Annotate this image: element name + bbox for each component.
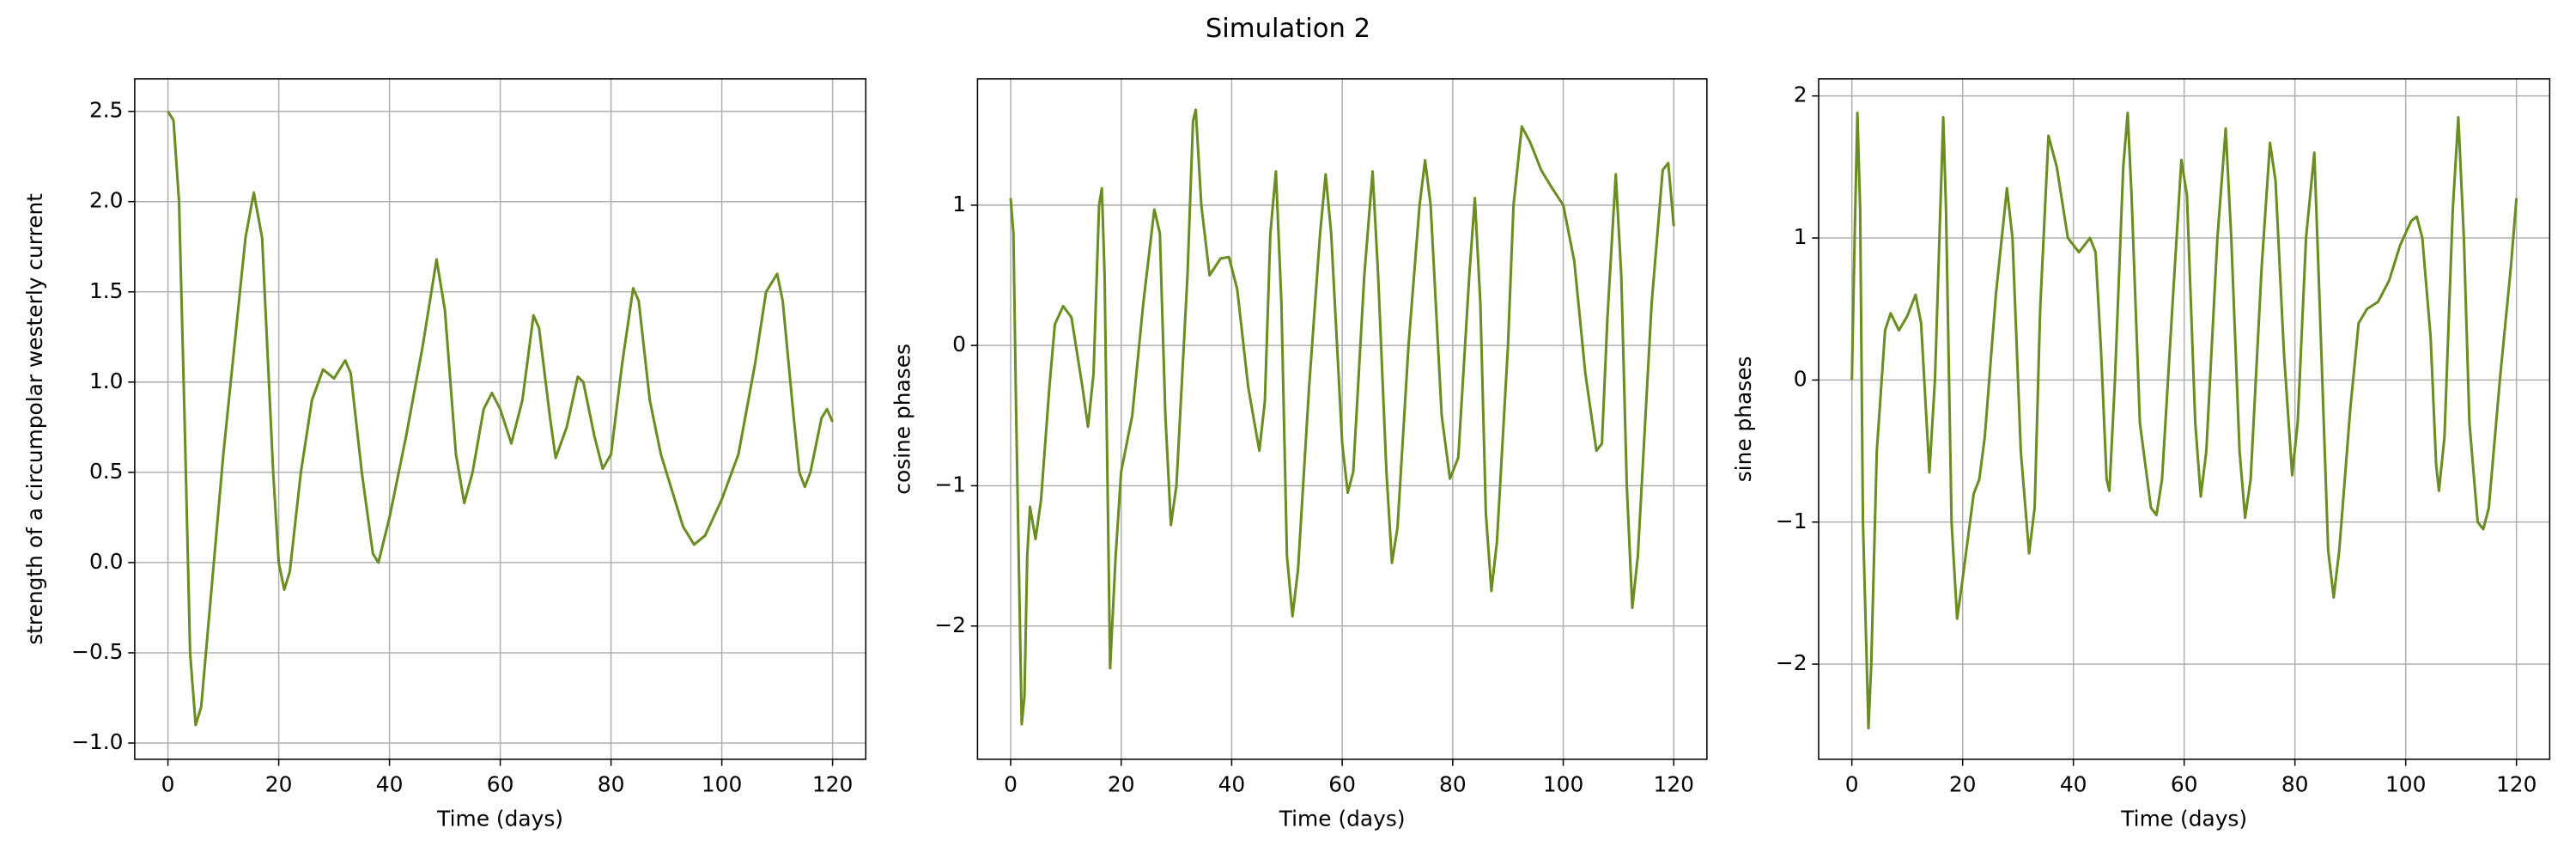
y-tick-label: 1 xyxy=(952,192,966,216)
y-tick-label: 2.5 xyxy=(89,98,124,123)
x-tick-label: 0 xyxy=(1845,772,1859,797)
x-tick-label: 60 xyxy=(1328,772,1356,797)
y-tick-label: −2 xyxy=(1776,650,1807,675)
y-tick-label: −1 xyxy=(934,472,966,497)
y-tick-label: 0 xyxy=(952,332,966,356)
x-tick-label: 120 xyxy=(2496,772,2537,797)
y-axis-label: strength of a circumpolar westerly curre… xyxy=(22,193,47,645)
data-line xyxy=(1850,111,2518,730)
y-tick-label: 1 xyxy=(1794,224,1807,249)
x-tick-label: 60 xyxy=(2171,772,2198,797)
x-tick-label: 80 xyxy=(2281,772,2309,797)
x-tick-label: 100 xyxy=(702,772,742,797)
y-axis-label: sine phases xyxy=(1731,356,1756,482)
x-tick-label: 0 xyxy=(1004,772,1018,797)
subplot: 0 20 40 60 80 100 120 −2 −1 0 1 2 Time (days) sine ph… xyxy=(1731,78,2551,832)
y-tick-label: 2 xyxy=(1794,82,1807,107)
x-tick-label: 80 xyxy=(1439,772,1467,797)
y-tick-label: 0 xyxy=(1794,366,1807,391)
x-tick-label: 80 xyxy=(598,772,625,797)
x-axis-label: Time (days) xyxy=(436,807,563,832)
y-tick-label: −0.5 xyxy=(71,639,123,664)
y-tick-label: 1.0 xyxy=(89,369,124,393)
data-line xyxy=(167,110,834,727)
y-tick-label: −2 xyxy=(934,612,966,637)
x-tick-label: 20 xyxy=(1949,772,1977,797)
figure-title: Simulation 2 xyxy=(1206,14,1370,44)
x-axis-label: Time (days) xyxy=(1279,807,1406,832)
x-tick-label: 60 xyxy=(487,772,514,797)
subplot: 0 20 40 60 80 100 120 −2 −1 0 1 Time (days) cosine p… xyxy=(890,78,1708,832)
y-tick-label: −1.0 xyxy=(71,729,123,754)
plot-area xyxy=(1009,108,1675,726)
plot-area xyxy=(167,110,834,727)
x-tick-label: 120 xyxy=(1654,772,1694,797)
axes-frame xyxy=(976,78,1708,760)
x-tick-label: 100 xyxy=(2385,772,2426,797)
y-tick-label: 0.0 xyxy=(89,549,124,574)
data-line xyxy=(1009,108,1675,726)
x-tick-label: 20 xyxy=(1108,772,1135,797)
x-axis-label: Time (days) xyxy=(2120,807,2247,832)
plot-area xyxy=(1850,111,2518,730)
y-tick-label: 1.5 xyxy=(89,278,124,303)
axes-frame xyxy=(134,78,867,760)
x-tick-label: 40 xyxy=(376,772,404,797)
x-tick-label: 40 xyxy=(2060,772,2087,797)
x-tick-label: 40 xyxy=(1218,772,1246,797)
x-tick-label: 100 xyxy=(1543,772,1583,797)
x-tick-label: 120 xyxy=(812,772,853,797)
y-tick-label: −1 xyxy=(1776,509,1807,533)
x-tick-label: 20 xyxy=(265,772,293,797)
y-tick-label: 2.0 xyxy=(89,188,124,213)
y-tick-label: 0.5 xyxy=(89,459,124,484)
x-tick-label: 0 xyxy=(161,772,175,797)
y-axis-label: cosine phases xyxy=(890,344,914,495)
subplot: 0 20 40 60 80 100 120 −1.0 −0.5 0.0 0.5 1.0 1.5 2.0 2.… xyxy=(22,78,867,832)
axes-frame xyxy=(1818,78,2551,760)
